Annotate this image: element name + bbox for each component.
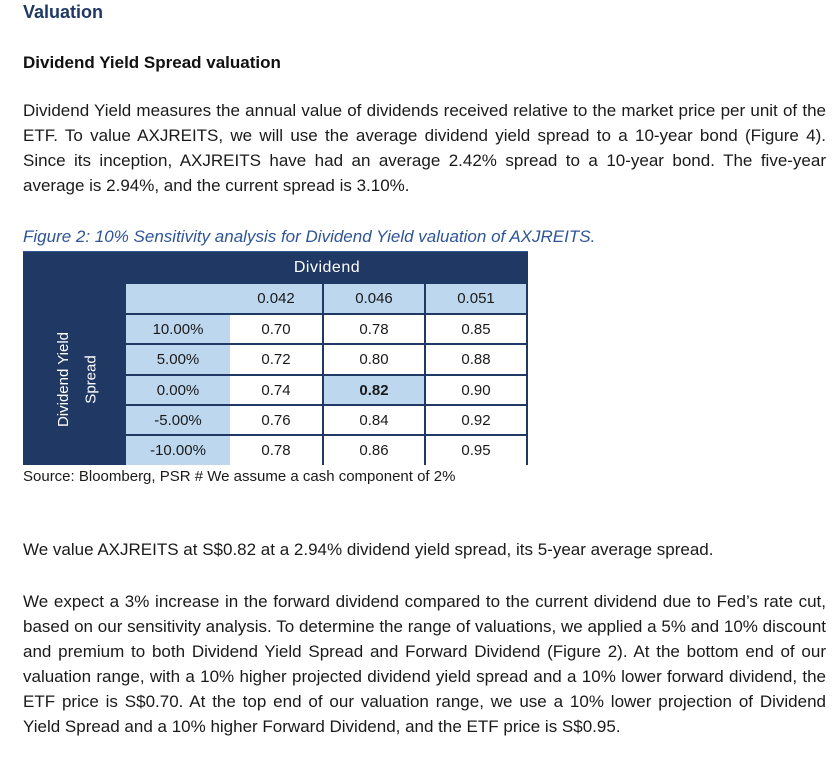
value-cell: 0.85 [426, 315, 526, 343]
row-group-header-line2: Spread [82, 354, 100, 404]
row-label-cell: 5.00% [126, 345, 230, 374]
column-group-header: Dividend [293, 259, 361, 276]
row-group-header-line1: Dividend Yield [54, 331, 72, 427]
row-label-cell: -10.00% [126, 436, 230, 465]
sensitivity-table: Dividend Dividend Yield Spread 0.042 0.04… [23, 252, 528, 465]
corner-cell [126, 284, 230, 313]
value-cell: 0.84 [324, 406, 424, 434]
highlighted-value-cell: 0.82 [324, 376, 424, 404]
value-cell: 0.74 [230, 376, 322, 404]
row-label-cell: 10.00% [126, 315, 230, 343]
subsection-title: Dividend Yield Spread valuation [23, 53, 281, 72]
paragraph-valuation-range: We expect a 3% increase in the forward d… [23, 592, 826, 736]
value-cell: 0.95 [426, 436, 526, 465]
caption-rule [23, 251, 528, 252]
row-label-cell: 0.00% [126, 376, 230, 404]
row-label-cell: -5.00% [126, 406, 230, 434]
section-title: Valuation [23, 2, 104, 22]
value-cell: 0.78 [324, 315, 424, 343]
value-cell: 0.78 [230, 436, 322, 465]
row-group-header: Dividend Yield Spread [23, 284, 126, 465]
value-cell: 0.76 [230, 406, 322, 434]
value-cell: 0.70 [230, 315, 322, 343]
value-cell: 0.90 [426, 376, 526, 404]
figure-source: Source: Bloomberg, PSR # We assume a cas… [23, 468, 456, 485]
column-header-cell: 0.046 [324, 284, 424, 313]
column-header-cell: 0.042 [230, 284, 322, 313]
value-cell: 0.80 [324, 345, 424, 374]
paragraph-dividend-yield: Dividend Yield measures the annual value… [23, 101, 826, 195]
paragraph-valuation-summary: We value AXJREITS at S$0.82 at a 2.94% d… [23, 540, 714, 559]
value-cell: 0.88 [426, 345, 526, 374]
value-cell: 0.86 [324, 436, 424, 465]
value-cell: 0.72 [230, 345, 322, 374]
column-header-cell: 0.051 [426, 284, 526, 313]
figure-caption: Figure 2: 10% Sensitivity analysis for D… [23, 227, 596, 246]
value-cell: 0.92 [426, 406, 526, 434]
